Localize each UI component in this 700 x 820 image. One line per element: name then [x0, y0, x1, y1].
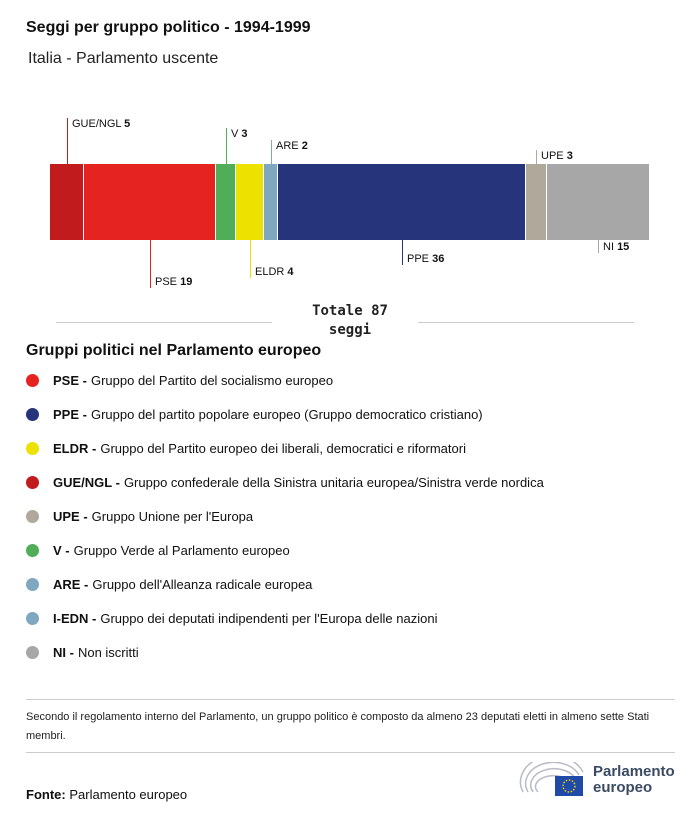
- legend-dot-icon: [26, 374, 39, 387]
- data-label: GUE/NGL 5: [72, 118, 131, 130]
- legend-abbr: ARE -: [53, 577, 89, 592]
- legend-desc: Gruppo dell'Alleanza radicale europea: [92, 577, 313, 592]
- legend-desc: Gruppo del Partito europeo dei liberali,…: [100, 441, 466, 456]
- data-label: ELDR 4: [255, 266, 294, 278]
- data-label: NI 15: [603, 241, 630, 253]
- legend-abbr: GUE/NGL -: [53, 475, 120, 490]
- legend-item: GUE/NGL - Gruppo confederale della Sinist…: [26, 475, 544, 490]
- legend-desc: Gruppo del Partito del socialismo europe…: [90, 373, 334, 388]
- legend-abbr: I-EDN -: [53, 611, 97, 626]
- label-leader-line: [226, 128, 227, 164]
- legend-desc: Gruppo confederale della Sinistra unitar…: [123, 475, 544, 490]
- label-leader-line: [598, 240, 599, 253]
- legend-item: V - Gruppo Verde al Parlamento europeo: [26, 543, 290, 558]
- legend-dot-icon: [26, 612, 39, 625]
- legend-abbr: PPE -: [53, 407, 87, 422]
- bar-segment-upe: [525, 164, 547, 240]
- legend-item: I-EDN - Gruppo dei deputati indipendenti …: [26, 611, 437, 626]
- label-leader-line: [250, 240, 251, 278]
- source-value: Parlamento europeo: [69, 787, 188, 802]
- legend-dot-icon: [26, 510, 39, 523]
- divider: [26, 699, 675, 700]
- bar-segment-are: [263, 164, 278, 240]
- source: Fonte: Parlamento europeo: [26, 787, 187, 802]
- legend-abbr: PSE -: [53, 373, 87, 388]
- legend-item: ELDR - Gruppo del Partito europeo dei lib…: [26, 441, 466, 456]
- divider: [26, 752, 675, 753]
- legend-item: ARE - Gruppo dell'Alleanza radicale europ…: [26, 577, 312, 592]
- divider: [56, 322, 272, 323]
- bar-segment-gue-ngl: [50, 164, 85, 240]
- data-label: UPE 3: [541, 150, 573, 162]
- chart-title: Seggi per gruppo politico - 1994-1999: [26, 19, 311, 36]
- label-leader-line: [536, 150, 537, 164]
- legend-dot-icon: [26, 544, 39, 557]
- total-label: Totale 87 seggi: [312, 303, 388, 338]
- legend-item: PSE - Gruppo del Partito del socialismo e…: [26, 373, 333, 388]
- legend-dot-icon: [26, 442, 39, 455]
- legend-abbr: NI -: [53, 645, 74, 660]
- data-label: PSE 19: [155, 276, 193, 288]
- bar-segment-ppe: [277, 164, 526, 240]
- label-leader-line: [67, 118, 68, 164]
- hemicycle-eu-flag-icon: [519, 762, 584, 796]
- legend-dot-icon: [26, 646, 39, 659]
- legend-desc: Gruppo del partito popolare europeo (Gru…: [90, 407, 483, 422]
- legend-item: UPE - Gruppo Unione per l'Europa: [26, 509, 253, 524]
- data-label: ARE 2: [276, 140, 308, 152]
- logo-text: europeo: [593, 779, 653, 796]
- bar-segment-eldr: [236, 164, 264, 240]
- legend-item: NI - Non iscritti: [26, 645, 139, 660]
- parliament-logo: Parlamento europeo: [519, 762, 675, 798]
- footnote: Secondo il regolamento interno del Parla…: [26, 711, 650, 742]
- legend-abbr: ELDR -: [53, 441, 97, 456]
- source-label: Fonte:: [26, 787, 66, 802]
- label-leader-line: [150, 240, 151, 288]
- label-leader-line: [271, 140, 272, 164]
- legend-dot-icon: [26, 476, 39, 489]
- legend-item: PPE - Gruppo del partito popolare europeo…: [26, 407, 483, 422]
- logo-text: Parlamento: [593, 763, 675, 780]
- bar-segment-pse: [84, 164, 216, 240]
- bar-segment-ni: [546, 164, 650, 240]
- legend-desc: Gruppo dei deputati indipendenti per l'E…: [100, 611, 438, 626]
- legend-desc: Non iscritti: [77, 645, 139, 660]
- legend-dot-icon: [26, 408, 39, 421]
- legend-abbr: UPE -: [53, 509, 88, 524]
- chart-subtitle: Italia - Parlamento uscente: [28, 50, 219, 67]
- stacked-bar-chart: GUE/NGL 5 PSE 19 V 3 ELDR 4 ARE 2 PPE 36 UPE 3…: [0, 0, 700, 340]
- legend-desc: Gruppo Unione per l'Europa: [91, 509, 254, 524]
- legend-dot-icon: [26, 578, 39, 591]
- legend-title: Gruppi politici nel Parlamento europeo: [26, 342, 322, 359]
- data-label: PPE 36: [407, 253, 445, 265]
- legend-desc: Gruppo Verde al Parlamento europeo: [73, 543, 290, 558]
- data-label: V 3: [231, 128, 248, 140]
- label-leader-line: [402, 240, 403, 265]
- divider: [418, 322, 634, 323]
- bar-segment-v: [215, 164, 237, 240]
- legend-abbr: V -: [53, 543, 70, 558]
